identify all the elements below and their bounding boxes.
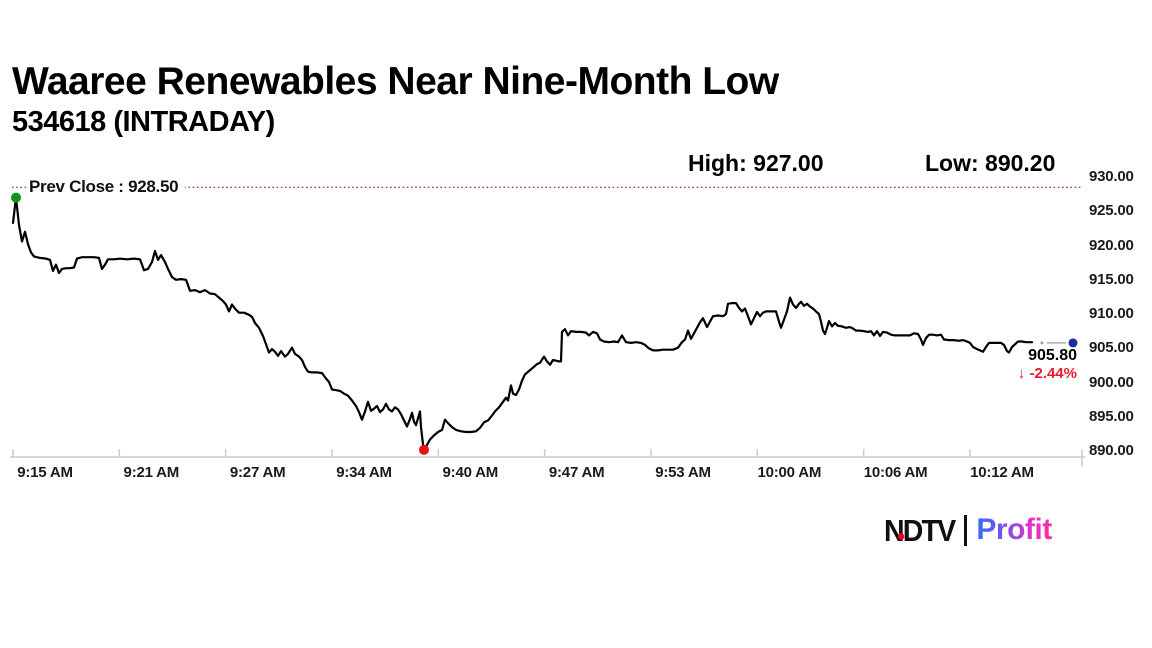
- last-price-label: 905.80: [1028, 347, 1077, 364]
- ndtv-red-dot-icon: [897, 532, 905, 540]
- x-axis-label: 9:40 AM: [442, 464, 499, 481]
- y-axis-label: 890.00: [1089, 442, 1134, 460]
- y-axis-label: 915.00: [1089, 270, 1134, 288]
- high-value: High: 927.00: [688, 150, 824, 176]
- x-axis-label: 10:12 AM: [970, 464, 1034, 481]
- y-axis-label: 910.00: [1089, 305, 1134, 323]
- x-axis-label: 9:15 AM: [17, 464, 73, 481]
- low-marker: [419, 444, 429, 455]
- connector-dot: [1040, 341, 1044, 345]
- last-price-marker: [1068, 338, 1078, 348]
- x-axis-label: 10:06 AM: [863, 464, 928, 481]
- x-axis-label: 9:27 AM: [229, 464, 286, 481]
- y-axis-label: 895.00: [1089, 407, 1134, 425]
- y-axis-label: 900.00: [1089, 373, 1134, 391]
- prev-close-label: Prev Close : 928.50: [27, 177, 186, 197]
- low-value: Low: 890.20: [925, 150, 1056, 176]
- price-line-series: [11, 196, 1034, 451]
- logo-separator-bar: [964, 514, 968, 546]
- open-high-marker: [11, 192, 21, 203]
- x-axis-label: 9:47 AM: [548, 464, 605, 481]
- instrument-subtitle: 534618 (INTRADAY): [12, 106, 275, 138]
- profit-logo-text: Profit: [976, 513, 1052, 546]
- x-axis-label: 9:21 AM: [123, 464, 180, 481]
- change-percent-label: ↓ -2.44%: [1017, 365, 1077, 382]
- x-axis-label: 9:53 AM: [655, 464, 711, 481]
- y-axis-label: 920.00: [1089, 236, 1134, 254]
- ndtv-letters: NDTV: [884, 512, 956, 548]
- page-title: Waaree Renewables Near Nine-Month Low: [12, 60, 779, 103]
- ndtv-logo-text: NDTV: [884, 512, 956, 548]
- ndtv-profit-logo: NDTV Profit: [884, 511, 1052, 549]
- x-axis-label: 10:00 AM: [757, 464, 822, 481]
- y-axis-label: 905.00: [1089, 339, 1134, 357]
- x-axis-label: 9:34 AM: [336, 464, 392, 481]
- y-axis-label: 930.00: [1089, 168, 1134, 185]
- y-axis-label: 925.00: [1089, 202, 1134, 220]
